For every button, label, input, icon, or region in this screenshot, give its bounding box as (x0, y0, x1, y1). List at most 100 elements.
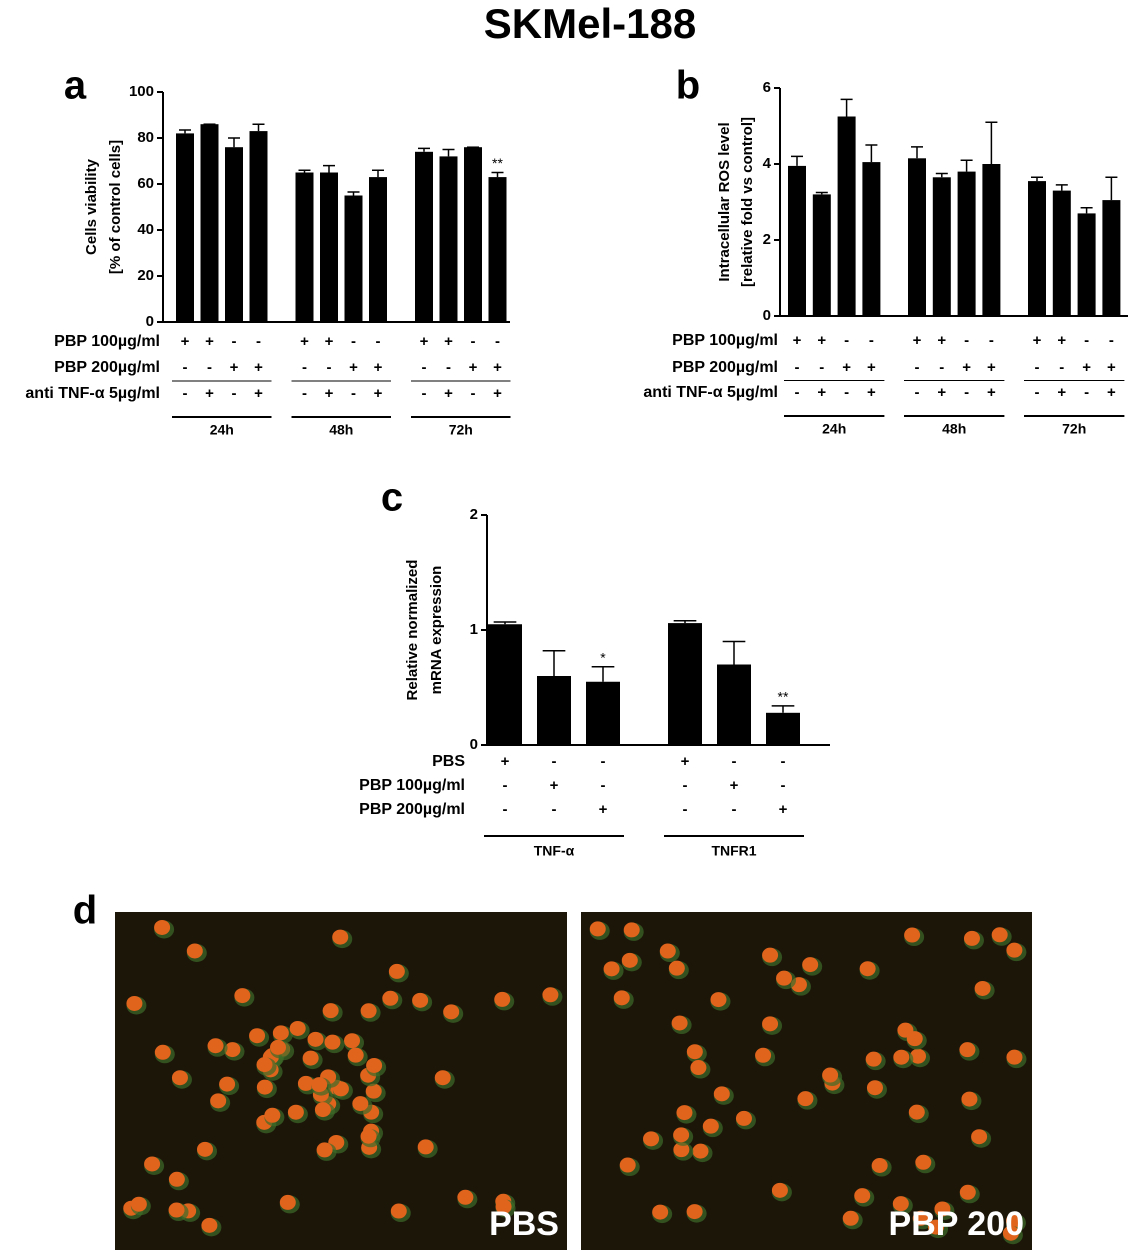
cell (249, 1028, 266, 1044)
error-bar (840, 98, 853, 117)
condition-sign: - (183, 359, 188, 376)
error-bar (1080, 206, 1093, 214)
condition-sign: - (1059, 359, 1064, 376)
error-bar (815, 191, 828, 195)
condition-sign: - (256, 333, 261, 350)
error-bar (865, 144, 878, 163)
cell (928, 1219, 945, 1235)
error-bar (442, 148, 455, 157)
group-label: TNF-α (534, 843, 575, 859)
condition-sign: + (599, 801, 608, 818)
error-bar (771, 705, 795, 713)
cell (168, 1202, 185, 1218)
error-bar (1105, 176, 1118, 201)
cell (865, 1051, 882, 1067)
y-tick-label: 100 (129, 83, 154, 100)
error-bar (960, 159, 973, 172)
cell (603, 961, 620, 977)
cell (256, 1057, 273, 1073)
cell (621, 952, 638, 968)
y-tick-label: 0 (146, 313, 154, 330)
cell (904, 927, 921, 943)
bar (320, 172, 338, 322)
condition-sign: - (183, 385, 188, 402)
bar (295, 172, 314, 322)
y-tick-label: 4 (763, 155, 772, 172)
cell (264, 1107, 281, 1123)
condition-sign: + (420, 333, 429, 350)
condition-sign: - (302, 359, 307, 376)
condition-label: anti TNF-α 5µg/ml (643, 384, 778, 401)
error-bar (911, 146, 923, 159)
y-tick-label: 2 (763, 231, 771, 248)
group-label: 24h (822, 421, 846, 437)
cell (207, 1038, 224, 1054)
error-bar (372, 169, 384, 178)
error-bar (1031, 176, 1043, 182)
cell (613, 990, 630, 1006)
cell (382, 990, 399, 1006)
group-label: 72h (449, 422, 473, 438)
condition-sign: - (601, 753, 606, 770)
significance-label: ** (492, 155, 503, 171)
cell (755, 1047, 772, 1063)
condition-sign: + (987, 359, 996, 376)
condition-sign: + (444, 333, 453, 350)
condition-label: PBP 100µg/ml (359, 777, 465, 794)
cell (971, 1129, 988, 1145)
condition-sign: - (939, 359, 944, 376)
condition-sign: - (302, 385, 307, 402)
bar (668, 623, 702, 745)
cell (360, 1128, 377, 1144)
error-bar (1055, 184, 1068, 191)
cell (390, 1203, 407, 1219)
condition-sign: - (552, 753, 557, 770)
condition-sign: + (469, 359, 478, 376)
condition-sign: + (1033, 332, 1042, 349)
group-label: TNFR1 (711, 843, 756, 859)
bar (932, 177, 951, 316)
condition-sign: - (327, 359, 332, 376)
bar (369, 177, 387, 322)
condition-sign: - (351, 333, 356, 350)
cell (224, 1042, 241, 1058)
condition-sign: + (550, 777, 559, 794)
condition-sign: - (683, 777, 688, 794)
condition-sign: + (842, 359, 851, 376)
cell (776, 970, 793, 986)
cell (322, 1003, 339, 1019)
condition-sign: - (1035, 384, 1040, 401)
cell (963, 930, 980, 946)
condition-sign: - (1109, 332, 1114, 349)
bar (586, 681, 620, 745)
cell (154, 1044, 171, 1060)
cell (287, 1104, 304, 1120)
condition-label: PBP 100µg/ml (54, 333, 160, 350)
cell (892, 1196, 909, 1212)
cell (797, 1091, 814, 1107)
y-axis-label: [% of control cells] (107, 140, 124, 274)
significance-label: * (600, 650, 606, 666)
error-bar (228, 137, 240, 148)
error-bar (722, 640, 746, 665)
cell (297, 1075, 314, 1091)
condition-sign: - (503, 777, 508, 794)
condition-sign: - (422, 385, 427, 402)
condition-label: PBP 200µg/ml (54, 359, 160, 376)
condition-sign: - (1084, 384, 1089, 401)
bar (837, 116, 856, 316)
condition-sign: - (471, 385, 476, 402)
condition-sign: + (867, 359, 876, 376)
group-label: 48h (329, 422, 353, 438)
cell (623, 922, 640, 938)
cell (668, 960, 685, 976)
y-axis-label: [relative fold vs control] (739, 117, 756, 287)
condition-sign: - (495, 333, 500, 350)
condition-sign: + (349, 359, 358, 376)
cell (314, 1102, 331, 1118)
cell (735, 1110, 752, 1126)
error-bar (985, 121, 998, 164)
condition-sign: - (422, 359, 427, 376)
group-label: 72h (1062, 421, 1086, 437)
